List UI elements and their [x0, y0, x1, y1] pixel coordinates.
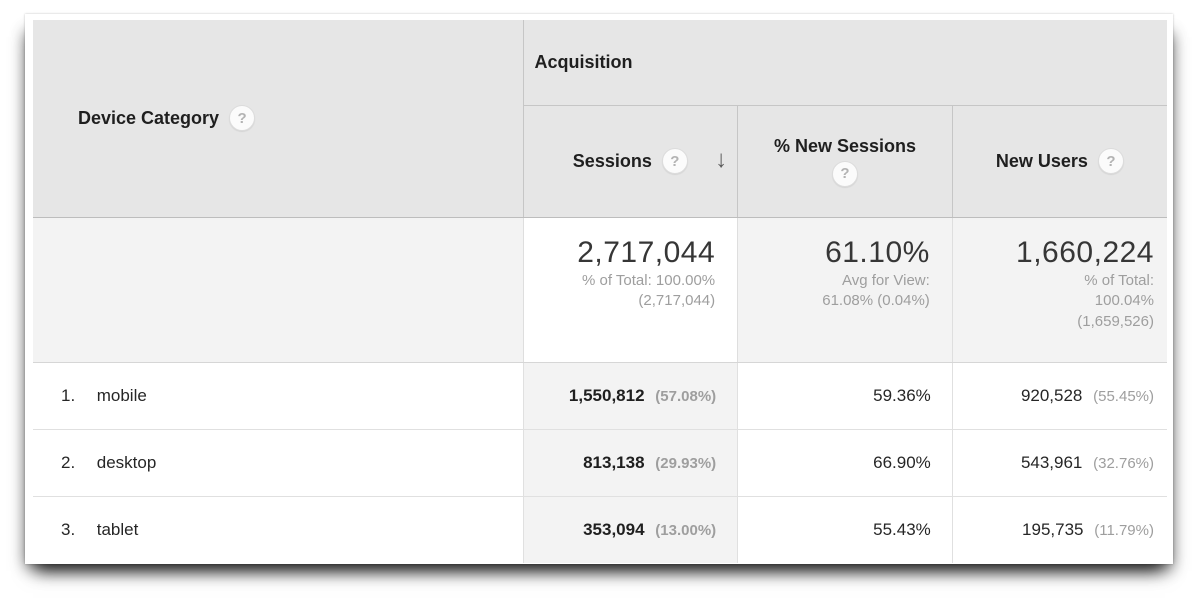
help-icon[interactable]: ?	[831, 160, 858, 187]
column-header-percent-new-sessions[interactable]: % New Sessions ?	[737, 105, 953, 218]
column-header-sessions[interactable]: Sessions ? ↓	[523, 105, 738, 218]
sessions-percent: (29.93%)	[655, 454, 717, 472]
table-row: 1. mobile 1,550,812 (57.08%) 59.36% 920,…	[33, 362, 1167, 430]
new-users-value: 543,961	[1020, 452, 1083, 472]
device-cell: 1. mobile	[33, 362, 523, 430]
new-users-cell: 195,735 (11.79%)	[951, 496, 1167, 563]
new-users-cell: 920,528 (55.45%)	[951, 362, 1167, 430]
device-link[interactable]: mobile	[96, 385, 147, 405]
column-header-new-users[interactable]: New Users ?	[951, 105, 1167, 218]
new-users-percent: (32.76%)	[1093, 454, 1154, 472]
sort-descending-icon[interactable]: ↓	[715, 145, 728, 173]
sessions-label: Sessions	[572, 150, 652, 171]
sessions-cell: 353,094 (13.00%)	[522, 496, 738, 563]
summary-new-users-subline: % of Total:	[1084, 271, 1154, 289]
summary-empty-cell	[33, 217, 523, 363]
table-row: 2. desktop 813,138 (29.93%) 66.90% 543,9…	[33, 429, 1167, 497]
column-header-device-category[interactable]: Device Category ?	[33, 20, 524, 218]
group-header-row: Device Category ? Acquisition	[33, 20, 1167, 218]
summary-percent-new-sessions-subline: Avg for View:	[841, 271, 930, 289]
new-users-value: 195,735	[1022, 519, 1084, 539]
help-icon[interactable]: ?	[1097, 148, 1124, 174]
summary-sessions-value: 2,717,044	[577, 235, 716, 269]
new-users-percent: (11.79%)	[1094, 521, 1154, 539]
summary-sessions: 2,717,044 % of Total: 100.00% (2,717,044…	[522, 217, 738, 363]
summary-new-users-subline: (1,659,526)	[1077, 312, 1154, 330]
new-users-cell: 543,961 (32.76%)	[951, 429, 1167, 497]
row-rank: 1.	[61, 385, 76, 405]
summary-new-users-value: 1,660,224	[1016, 235, 1154, 269]
help-icon[interactable]: ?	[661, 148, 688, 174]
percent-new-sessions-value: 55.43%	[873, 519, 931, 539]
summary-row: 2,717,044 % of Total: 100.00% (2,717,044…	[33, 217, 1167, 363]
device-category-label: Device Category	[78, 107, 220, 128]
percent-new-sessions-cell: 55.43%	[737, 496, 953, 563]
sessions-value: 1,550,812	[568, 385, 645, 405]
summary-percent-new-sessions: 61.10% Avg for View: 61.08% (0.04%)	[737, 217, 953, 363]
summary-sessions-subline: (2,717,044)	[638, 292, 716, 310]
percent-new-sessions-cell: 59.36%	[737, 362, 953, 430]
percent-new-sessions-label: % New Sessions	[773, 135, 917, 156]
acquisition-label: Acquisition	[534, 51, 633, 72]
row-rank: 3.	[61, 519, 76, 539]
device-link[interactable]: tablet	[96, 519, 139, 539]
group-header-acquisition: Acquisition	[523, 20, 1167, 106]
sessions-cell: 1,550,812 (57.08%)	[522, 362, 738, 430]
sessions-percent: (13.00%)	[655, 521, 717, 539]
summary-new-users: 1,660,224 % of Total: 100.04% (1,659,526…	[951, 217, 1167, 363]
help-icon[interactable]: ?	[229, 105, 256, 132]
table-row: 3. tablet 353,094 (13.00%) 55.43% 195,73…	[33, 496, 1167, 563]
percent-new-sessions-cell: 66.90%	[737, 429, 953, 497]
device-link[interactable]: desktop	[96, 452, 157, 472]
summary-percent-new-sessions-subline: 61.08% (0.04%)	[822, 292, 930, 310]
sessions-value: 353,094	[583, 519, 645, 539]
column-header-row: Sessions ? ↓ % New Sessions ? New Users …	[33, 105, 1167, 218]
summary-sessions-subline: % of Total: 100.00%	[582, 271, 716, 289]
summary-new-users-subline: 100.04%	[1094, 292, 1154, 310]
new-users-label: New Users	[995, 150, 1088, 171]
report-table-card: Device Category ? Acquisition Sessions ?…	[25, 14, 1173, 564]
sessions-cell: 813,138 (29.93%)	[522, 429, 738, 497]
percent-new-sessions-value: 66.90%	[873, 452, 931, 472]
summary-percent-new-sessions-value: 61.10%	[825, 235, 930, 269]
new-users-value: 920,528	[1020, 385, 1083, 405]
percent-new-sessions-value: 59.36%	[873, 385, 931, 405]
sessions-value: 813,138	[583, 452, 645, 472]
new-users-percent: (55.45%)	[1093, 387, 1154, 405]
sessions-percent: (57.08%)	[655, 387, 717, 405]
device-cell: 2. desktop	[33, 429, 523, 497]
device-category-table: Device Category ? Acquisition Sessions ?…	[33, 20, 1167, 563]
device-cell: 3. tablet	[33, 496, 523, 563]
row-rank: 2.	[61, 452, 76, 472]
